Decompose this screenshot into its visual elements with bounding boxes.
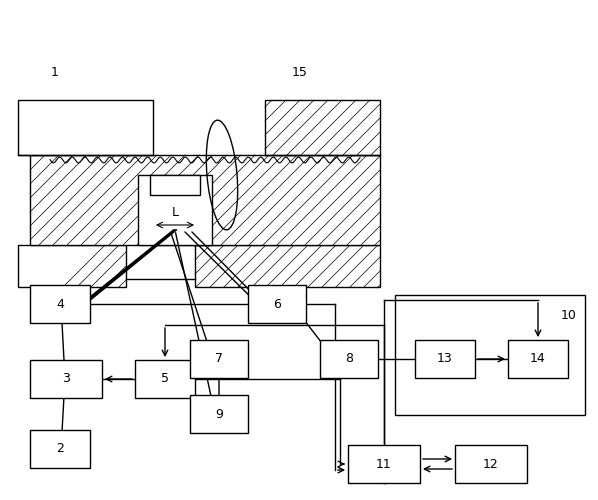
Bar xyxy=(138,175,212,245)
Text: 14: 14 xyxy=(530,352,546,366)
Bar xyxy=(455,445,527,483)
Bar xyxy=(320,340,378,378)
Text: 5: 5 xyxy=(161,372,169,386)
Text: 8: 8 xyxy=(345,352,353,366)
Text: 15: 15 xyxy=(292,66,308,78)
Text: 7: 7 xyxy=(215,352,223,366)
Text: 11: 11 xyxy=(376,458,392,470)
Bar xyxy=(30,285,90,323)
Text: 13: 13 xyxy=(437,352,453,366)
Text: 2: 2 xyxy=(56,442,64,456)
Text: 4: 4 xyxy=(56,298,64,310)
Bar xyxy=(265,100,380,155)
Bar xyxy=(30,360,102,398)
Bar xyxy=(348,445,420,483)
Bar xyxy=(30,155,380,245)
Bar xyxy=(395,295,585,415)
Bar xyxy=(135,360,195,398)
Bar xyxy=(195,245,380,287)
Bar xyxy=(248,285,306,323)
Text: 6: 6 xyxy=(273,298,281,310)
Text: L: L xyxy=(172,206,178,220)
Text: 3: 3 xyxy=(62,372,70,386)
Bar xyxy=(190,395,248,433)
Bar xyxy=(18,245,126,287)
Text: 10: 10 xyxy=(561,309,577,322)
Bar xyxy=(30,430,90,468)
Text: 1: 1 xyxy=(51,66,59,78)
Bar xyxy=(508,340,568,378)
Bar xyxy=(190,340,248,378)
Bar xyxy=(18,100,153,155)
Text: 12: 12 xyxy=(483,458,499,470)
Bar xyxy=(415,340,475,378)
Bar xyxy=(150,175,200,195)
Text: 9: 9 xyxy=(215,408,223,420)
